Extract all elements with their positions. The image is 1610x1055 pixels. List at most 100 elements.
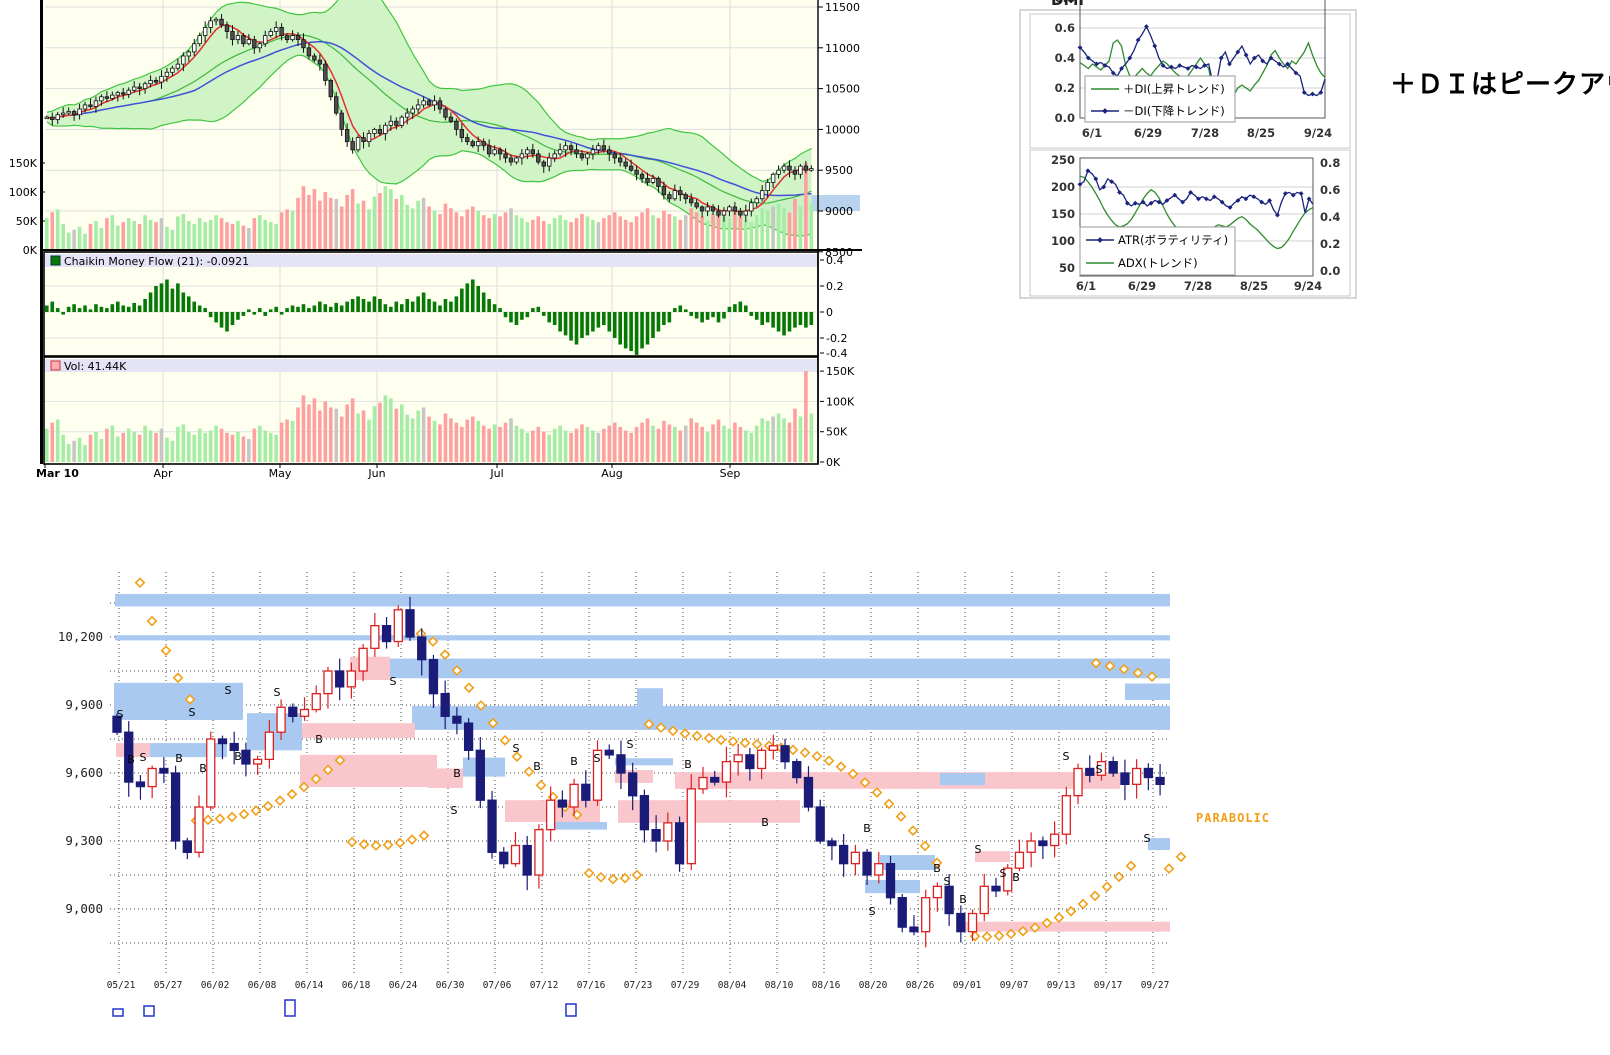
- candle-body: [182, 840, 192, 853]
- candle-body: [126, 89, 131, 95]
- cmf-frame: [43, 251, 819, 357]
- volpanel-bar: [165, 437, 169, 462]
- atr-xtick: 7/28: [1184, 279, 1212, 293]
- volpanel-bar: [585, 426, 590, 462]
- cmf-bar: [301, 304, 306, 312]
- cmf-bar: [72, 304, 76, 312]
- cmf-tick-label: -0.2: [826, 332, 847, 345]
- candle-body: [264, 731, 275, 761]
- sell-marker: S: [189, 706, 196, 719]
- volpanel-bar: [77, 437, 82, 462]
- volpanel-bar: [678, 430, 683, 462]
- cmf-bar: [689, 312, 693, 316]
- candle-body: [827, 840, 837, 847]
- volpanel-bar: [514, 425, 519, 462]
- volpanel-bar: [454, 422, 459, 462]
- cmf-bar: [208, 312, 213, 318]
- sar-dot: [1132, 667, 1144, 679]
- cmf-bar: [383, 304, 388, 312]
- candle-body: [381, 625, 392, 643]
- volpanel-bar: [361, 410, 366, 462]
- candle-body: [897, 897, 907, 928]
- volume-bar: [165, 226, 169, 250]
- candle-body: [699, 206, 705, 212]
- date-label: 06/08: [248, 980, 277, 991]
- volume-bar: [290, 210, 295, 250]
- sar-dot: [134, 577, 146, 588]
- volume-bar: [476, 210, 481, 250]
- cmf-tick-label: 0.4: [826, 254, 844, 267]
- volpanel-bar: [176, 426, 180, 462]
- candle-body: [604, 749, 614, 756]
- volpanel-bar: [432, 420, 437, 462]
- candle-body: [590, 149, 596, 155]
- buy-marker: B: [863, 822, 871, 835]
- volpanel-bar: [602, 428, 606, 462]
- sar-dot: [1118, 663, 1130, 675]
- volpanel-bar: [662, 420, 666, 462]
- legend-minus-di: －DI(下降トレンド): [1123, 104, 1225, 118]
- volpanel-bar: [345, 404, 349, 462]
- sar-dot: [406, 834, 418, 846]
- volpanel-bar: [716, 419, 721, 462]
- volume-bar: [738, 216, 743, 250]
- atr-rtick: 0.4: [1320, 210, 1340, 224]
- volume-bar: [645, 208, 650, 250]
- volpanel-bar: [121, 432, 126, 462]
- volume-bar: [61, 223, 65, 250]
- cmf-bar: [55, 308, 60, 312]
- cmf-bar: [514, 312, 519, 325]
- candle-body: [661, 186, 667, 196]
- candle-body: [476, 141, 481, 147]
- candle-body: [335, 670, 345, 688]
- date-label: 07/06: [483, 980, 512, 991]
- buy-marker: B: [453, 767, 461, 780]
- candle-body: [224, 24, 230, 32]
- cmf-bar: [705, 312, 710, 320]
- candle-body: [393, 609, 403, 643]
- support-band: [302, 723, 415, 739]
- candle-body: [311, 693, 321, 711]
- volume-bar: [558, 215, 562, 250]
- resistance-band: [637, 688, 663, 710]
- candle-body: [417, 636, 427, 661]
- candle-body: [350, 141, 355, 151]
- resistance-band: [940, 773, 985, 786]
- candle-body: [241, 749, 251, 765]
- candle-body: [743, 210, 749, 216]
- candle-body: [1026, 840, 1036, 853]
- volume-bar: [296, 197, 300, 250]
- volpanel-bar: [186, 431, 191, 462]
- buy-marker: B: [1012, 871, 1020, 884]
- cmf-bar: [181, 292, 186, 312]
- volume-tick-label: 100K: [9, 186, 38, 199]
- cmf-bar: [711, 312, 715, 318]
- candle-body: [759, 190, 765, 200]
- volpanel-bar: [591, 430, 595, 462]
- candle-body: [71, 111, 77, 116]
- volpanel-bar: [623, 430, 628, 462]
- volume-bar: [105, 218, 109, 250]
- volume-bar: [760, 208, 764, 250]
- candle-body: [885, 863, 896, 899]
- volpanel-bar: [765, 420, 770, 462]
- sar-dot: [418, 830, 430, 841]
- sar-dot: [370, 840, 382, 851]
- cmf-bar: [465, 283, 470, 312]
- sar-dot: [703, 732, 715, 744]
- cmf-bar: [525, 312, 530, 318]
- volpanel-bar: [427, 416, 431, 462]
- resistance-band: [115, 635, 1170, 641]
- atr-ytick: 250: [1051, 153, 1075, 167]
- candle-body: [1155, 776, 1165, 785]
- volpanel-bar: [552, 428, 557, 462]
- volpanel-bar: [66, 443, 71, 462]
- candle-body: [481, 141, 486, 147]
- y-tick-label: 9,300: [65, 833, 103, 848]
- cmf-bar: [667, 312, 672, 323]
- volume-bar: [547, 223, 552, 250]
- support-band: [300, 754, 437, 788]
- dmi-title: DMI: [1051, 0, 1084, 9]
- volpanel-bar: [383, 395, 388, 462]
- volpanel-bar: [219, 428, 224, 462]
